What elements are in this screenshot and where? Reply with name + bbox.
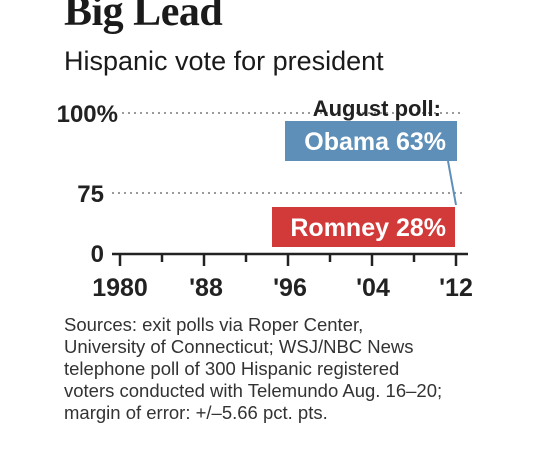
series-obama: Obama 63%: [285, 121, 457, 206]
source-line: telephone poll of 300 Hispanic registere…: [64, 358, 400, 379]
x-axis-labels: 1980 '88 '96 '04 '12: [92, 274, 473, 302]
chart-title: Big Lead: [64, 0, 223, 35]
source-line: margin of error: +/–5.66 pct. pts.: [64, 402, 328, 423]
source-line: voters conducted with Telemundo Aug. 16–…: [64, 380, 443, 401]
x-tick-label: '04: [356, 274, 390, 302]
chart-area: 100% 75 0 1980 '88 '96 '04 '12 August po…: [57, 96, 473, 302]
y-tick-label: 100%: [57, 101, 118, 128]
x-tick-label: '96: [273, 274, 307, 302]
x-tick-label: 1980: [92, 274, 148, 302]
x-tick-label: '12: [439, 274, 473, 302]
romney-label: Romney 28%: [290, 214, 446, 242]
gridlines: [112, 112, 462, 194]
source-line: University of Connecticut; WSJ/NBC News: [64, 336, 414, 357]
y-tick-label: 0: [91, 241, 104, 268]
y-tick-label: 75: [77, 181, 104, 208]
chart-subtitle: Hispanic vote for president: [64, 46, 384, 76]
y-axis-labels: 100% 75 0: [57, 101, 118, 268]
x-tick-label: '88: [189, 274, 223, 302]
x-axis-ticks: [118, 254, 458, 266]
source-line: Sources: exit polls via Roper Center,: [64, 314, 364, 335]
obama-label-box: [285, 121, 457, 161]
august-poll-annotation: August poll:: [313, 96, 441, 121]
obama-label: Obama 63%: [304, 128, 446, 156]
source-note: Sources: exit polls via Roper Center, Un…: [64, 314, 534, 424]
obama-leader-line: [447, 160, 457, 206]
romney-label-box: [272, 207, 455, 247]
series-romney: Romney 28%: [272, 207, 455, 247]
